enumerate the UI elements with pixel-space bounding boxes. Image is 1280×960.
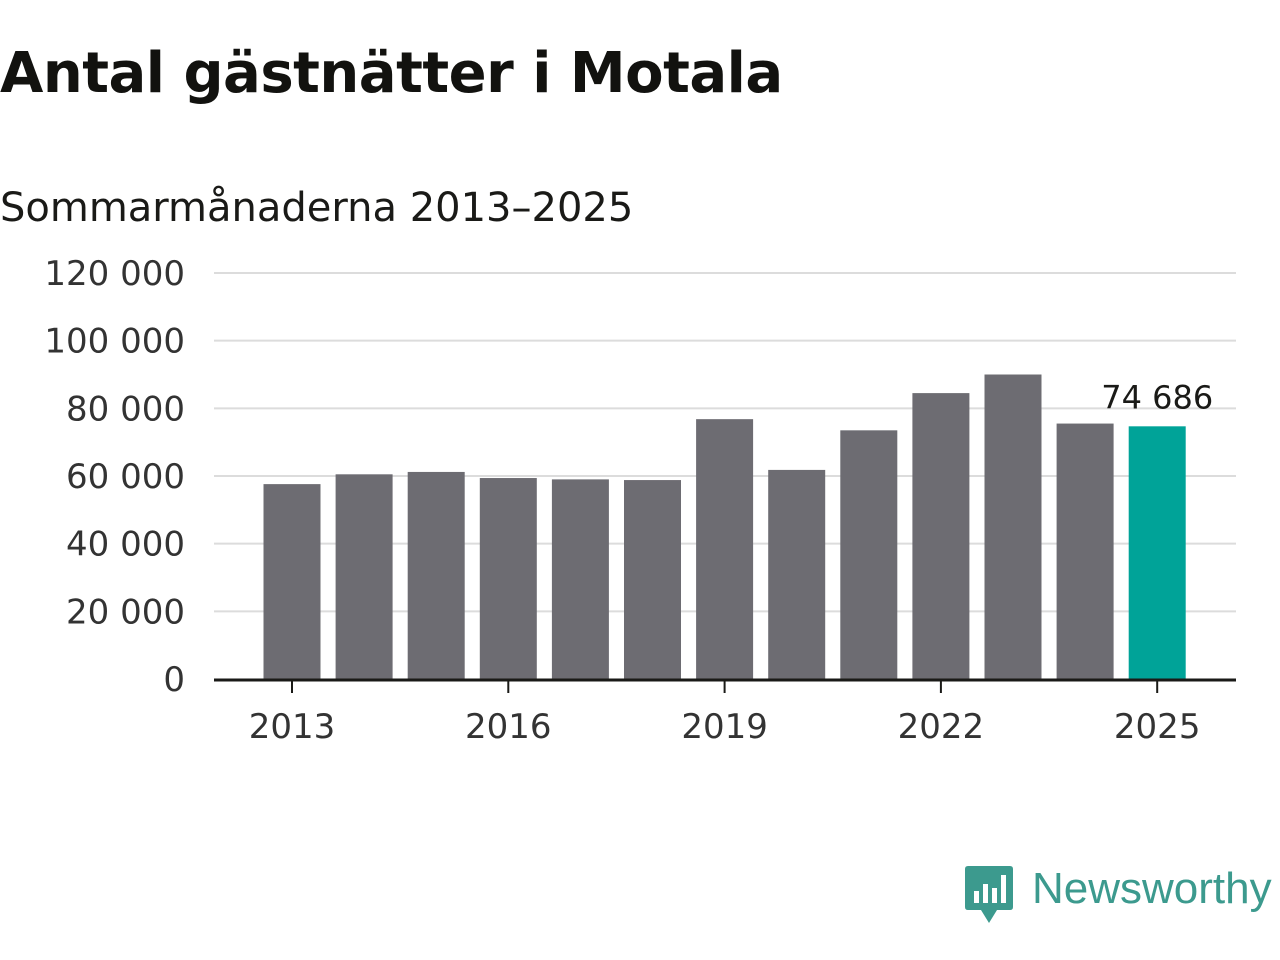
y-tick-label: 20 000 [66, 592, 185, 632]
bar [407, 471, 465, 679]
y-tick-label: 80 000 [66, 389, 185, 429]
bar [840, 430, 898, 679]
newsworthy-logo-icon [965, 866, 1013, 923]
bar [335, 474, 393, 679]
bar [696, 419, 754, 679]
chart-title: Antal gästnätter i Motala [0, 41, 783, 106]
y-tick-label: 60 000 [66, 457, 185, 497]
y-tick-label: 40 000 [66, 525, 185, 565]
brand-name: Newsworthy [1032, 864, 1272, 913]
bar [912, 393, 970, 679]
bars [263, 374, 1186, 679]
bar-highlighted [1128, 426, 1186, 679]
bar [263, 484, 321, 679]
x-axis-tick-labels: 2013 2016 2019 2022 2025 [249, 707, 1201, 747]
x-tick-label: 2025 [1114, 707, 1201, 747]
y-tick-label: 120 000 [44, 254, 185, 294]
bar [551, 479, 609, 679]
bar [479, 478, 537, 679]
newsworthy-brand: Newsworthy [964, 864, 1272, 926]
bar [624, 480, 681, 679]
bar [1056, 423, 1114, 679]
x-axis [214, 678, 1236, 693]
data-labels: 74 686 [1101, 378, 1213, 416]
bar [984, 374, 1042, 679]
y-axis-tick-labels: 0 20 000 40 000 60 000 80 000 100 000 120 000 [44, 254, 185, 700]
y-tick-label: 100 000 [44, 322, 185, 362]
y-tick-label: 0 [163, 660, 185, 700]
x-tick-label: 2019 [681, 707, 768, 747]
x-tick-label: 2022 [898, 707, 985, 747]
bar-value-label: 74 686 [1101, 378, 1213, 416]
x-tick-label: 2016 [465, 707, 552, 747]
x-tick-label: 2013 [249, 707, 336, 747]
chart-subtitle: Sommarmånaderna 2013–2025 [0, 185, 634, 231]
bar [768, 469, 826, 679]
